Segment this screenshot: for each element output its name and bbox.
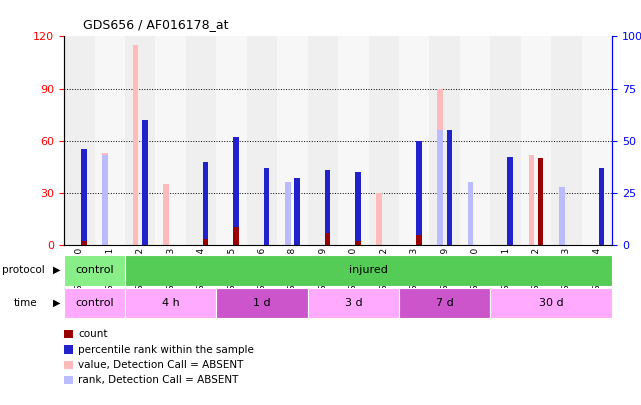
Bar (216, 288, 308, 318)
Bar (81, 149, 87, 241)
Bar (520, 36, 551, 245)
Text: 3 d: 3 d (345, 298, 362, 308)
Bar (559, 187, 565, 245)
Bar (508, 158, 513, 245)
Bar (338, 36, 369, 245)
Bar (399, 288, 490, 318)
Bar (64, 288, 125, 318)
Bar (416, 141, 422, 245)
Bar (233, 137, 239, 245)
Bar (308, 36, 338, 245)
Bar (64, 36, 95, 245)
Text: control: control (75, 298, 114, 308)
Bar (551, 36, 581, 245)
Text: ▶: ▶ (53, 265, 61, 275)
Text: 1 d: 1 d (253, 298, 271, 308)
Bar (233, 137, 239, 227)
Bar (437, 89, 443, 245)
Text: time: time (14, 298, 38, 308)
Bar (125, 36, 155, 245)
Bar (460, 36, 490, 245)
Bar (437, 130, 443, 245)
Bar (325, 170, 330, 245)
Bar (203, 162, 208, 245)
Bar (186, 36, 216, 245)
Bar (264, 181, 269, 245)
Text: injured: injured (349, 265, 388, 275)
Bar (264, 168, 269, 245)
Bar (103, 156, 108, 245)
Text: value, Detection Call = ABSENT: value, Detection Call = ABSENT (78, 360, 244, 370)
Bar (468, 205, 473, 245)
Text: count: count (78, 329, 108, 339)
Text: GDS656 / AF016178_at: GDS656 / AF016178_at (83, 18, 229, 31)
Bar (216, 36, 247, 245)
Bar (125, 255, 612, 286)
Text: 4 h: 4 h (162, 298, 179, 308)
Bar (308, 288, 399, 318)
Text: 7 d: 7 d (436, 298, 454, 308)
Bar (490, 36, 520, 245)
Bar (277, 36, 308, 245)
Bar (125, 288, 216, 318)
Bar (447, 130, 452, 245)
Bar (429, 36, 460, 245)
Bar (355, 172, 361, 245)
Bar (399, 36, 429, 245)
Text: protocol: protocol (2, 265, 45, 275)
Bar (355, 172, 361, 241)
Text: percentile rank within the sample: percentile rank within the sample (78, 345, 254, 354)
Bar (203, 162, 208, 239)
Text: control: control (75, 265, 114, 275)
Bar (142, 120, 147, 245)
Bar (103, 153, 108, 245)
Bar (285, 193, 290, 245)
Bar (163, 184, 169, 245)
Text: rank, Detection Call = ABSENT: rank, Detection Call = ABSENT (78, 375, 238, 385)
Bar (133, 45, 138, 245)
Bar (416, 141, 422, 234)
Bar (559, 193, 565, 245)
Bar (247, 36, 277, 245)
Bar (294, 178, 300, 245)
Bar (369, 36, 399, 245)
Text: ▶: ▶ (53, 298, 61, 308)
Bar (529, 155, 534, 245)
Bar (325, 170, 330, 233)
Bar (64, 255, 125, 286)
Bar (95, 36, 125, 245)
Bar (599, 170, 604, 245)
Bar (508, 158, 513, 245)
Bar (155, 36, 186, 245)
Text: 30 d: 30 d (539, 298, 563, 308)
Bar (376, 193, 382, 245)
Bar (81, 149, 87, 245)
Bar (285, 182, 290, 245)
Bar (538, 158, 544, 245)
Bar (599, 168, 604, 245)
Bar (468, 182, 473, 245)
Bar (490, 288, 612, 318)
Bar (581, 36, 612, 245)
